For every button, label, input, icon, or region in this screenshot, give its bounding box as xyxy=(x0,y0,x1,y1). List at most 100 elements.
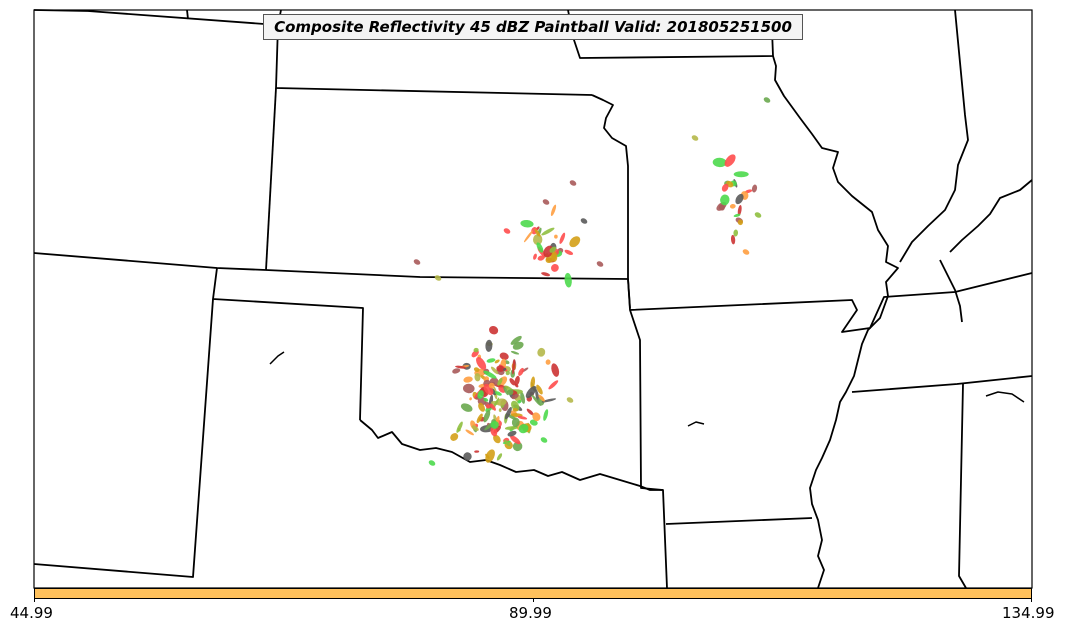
paintball-cell xyxy=(469,397,472,401)
paintball-cell xyxy=(733,171,749,178)
paintball-cell xyxy=(474,373,481,382)
colorbar-tick-label-right: 134.99 xyxy=(1002,604,1055,622)
paintball-cell xyxy=(729,203,736,209)
border-ok-panhandle xyxy=(212,267,364,421)
paintball-cell xyxy=(474,450,480,453)
paintball-cell xyxy=(554,234,558,239)
paintball-cell xyxy=(569,236,581,248)
paintball-cell xyxy=(541,398,557,403)
colorbar-tick-left xyxy=(34,598,35,602)
paintball-cell xyxy=(529,419,538,426)
border-sd-ne xyxy=(186,9,189,20)
paintball-cell xyxy=(533,253,537,260)
paintball-cell xyxy=(486,358,496,363)
paintball-cell xyxy=(564,272,572,288)
paintball-cell xyxy=(496,365,505,372)
paintball-cell xyxy=(559,232,566,244)
paintball-cell xyxy=(532,412,541,422)
border-il-in xyxy=(899,9,969,263)
paintball-cell xyxy=(471,425,479,431)
paintball-cell xyxy=(538,394,545,402)
paintball-cell xyxy=(478,402,486,412)
paintball-cell xyxy=(517,415,528,420)
paintball-cell xyxy=(510,351,520,355)
paintball-cell xyxy=(763,97,771,103)
paintball-layer xyxy=(413,97,771,466)
paintball-cell xyxy=(511,393,519,400)
paintball-cell xyxy=(517,399,522,404)
paintball-cell xyxy=(428,460,436,466)
paintball-cell xyxy=(549,246,557,253)
paintball-cell xyxy=(518,423,529,434)
paintball-cell xyxy=(483,370,497,379)
border-tn-ms xyxy=(851,375,1033,393)
paintball-cell xyxy=(754,212,762,218)
paintball-cell xyxy=(531,394,541,406)
map-title: Composite Reflectivity 45 dBZ Paintball … xyxy=(263,14,803,40)
lake-c xyxy=(985,391,1025,403)
paintball-cell xyxy=(504,439,511,447)
paintball-cell xyxy=(534,228,541,237)
paintball-cell xyxy=(721,183,729,192)
paintball-cell xyxy=(550,204,557,216)
map-frame xyxy=(33,9,1033,589)
paintball-cell xyxy=(499,352,509,360)
paintball-cell xyxy=(460,403,473,412)
colorbar-tick-label-center: 89.99 xyxy=(509,604,552,622)
paintball-cell xyxy=(720,194,730,206)
paintball-cell xyxy=(551,363,560,377)
lake-b xyxy=(687,421,705,427)
paintball-cell xyxy=(735,193,744,205)
paintball-cell xyxy=(751,184,758,193)
paintball-cell xyxy=(537,347,546,357)
paintball-cell xyxy=(490,426,498,437)
paintball-cell xyxy=(536,242,544,253)
border-kentucky-river xyxy=(939,259,963,323)
paintball-cell xyxy=(485,404,491,409)
paintball-cell xyxy=(523,230,534,243)
paintball-cell xyxy=(525,386,537,399)
paintball-cell xyxy=(520,391,526,404)
paintball-cell xyxy=(489,325,499,335)
paintball-cell xyxy=(712,157,727,168)
paintball-cell xyxy=(463,376,473,383)
paintball-cell xyxy=(718,204,725,211)
state-borders xyxy=(33,9,1033,589)
paintball-cell xyxy=(541,272,551,277)
paintball-cell xyxy=(540,437,548,443)
paintball-cell xyxy=(485,339,493,352)
paintball-cell xyxy=(505,370,510,376)
paintball-cell xyxy=(473,347,479,353)
paintball-cell xyxy=(434,275,442,281)
paintball-cell xyxy=(455,365,467,369)
paintball-cell xyxy=(512,407,518,412)
paintball-cell xyxy=(496,398,507,406)
paintball-cell xyxy=(485,449,495,463)
paintball-cell xyxy=(691,135,699,141)
border-ms-al xyxy=(958,383,967,589)
paintball-cell xyxy=(548,380,559,390)
paintball-cell xyxy=(503,367,507,371)
paintball-cell xyxy=(564,249,574,256)
paintball-cell xyxy=(512,441,523,452)
border-mississippi xyxy=(772,55,899,589)
paintball-cell xyxy=(507,430,517,437)
paintball-cell xyxy=(520,219,534,228)
paintball-cell xyxy=(510,335,522,345)
paintball-cell xyxy=(450,433,459,441)
paintball-cell xyxy=(504,406,512,420)
paintball-cell xyxy=(483,410,491,423)
paintball-cell xyxy=(452,368,461,374)
paintball-cell xyxy=(551,263,559,272)
paintball-cell xyxy=(580,218,588,224)
paintball-cell xyxy=(463,383,475,394)
paintball-cell xyxy=(543,409,549,421)
border-in-ky xyxy=(949,179,1033,253)
paintball-cell xyxy=(514,375,520,386)
paintball-cell xyxy=(737,219,744,226)
paintball-cell xyxy=(497,377,503,386)
paintball-cell xyxy=(490,403,496,411)
border-mo-ar xyxy=(629,272,1033,333)
paintball-cell xyxy=(510,435,521,445)
colorbar-tick-label-left: 44.99 xyxy=(10,604,53,622)
